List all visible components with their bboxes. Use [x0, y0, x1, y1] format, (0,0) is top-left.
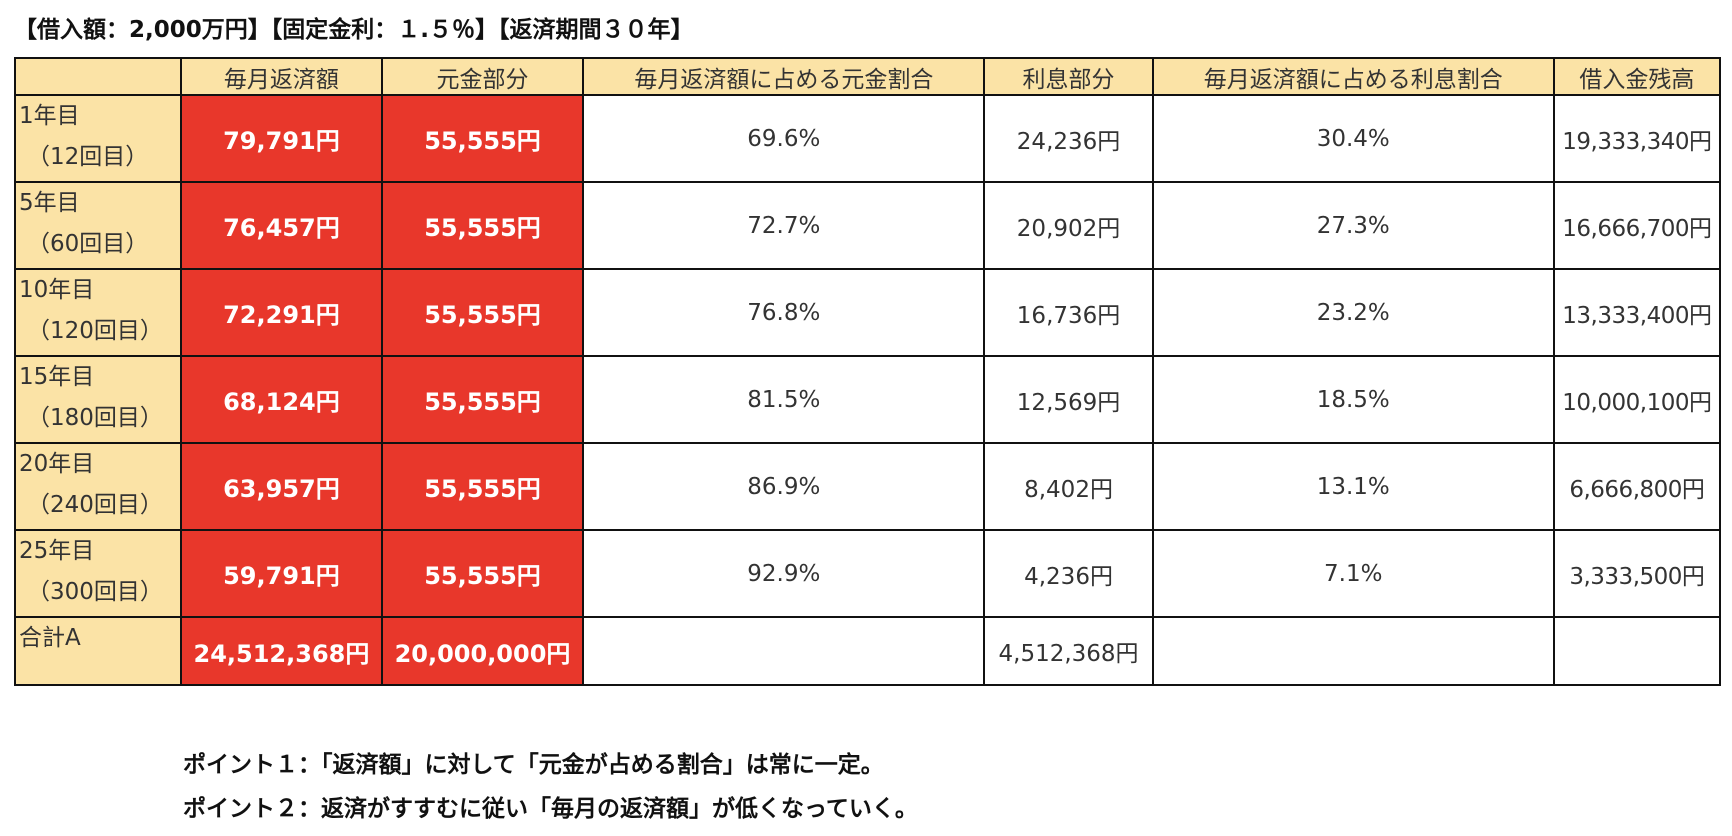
payment-count: （12回目） [27, 144, 149, 170]
period-cell: 15年目 （180回目） [13, 355, 183, 444]
principal-ratio-cell: 76.8% [582, 268, 986, 357]
principal-cell: 55,555円 [380, 529, 585, 618]
monthly-payment-cell: 79,791円 [180, 94, 383, 183]
header-monthly-payment: 毎月返済額 [180, 57, 383, 96]
header-interest: 利息部分 [983, 57, 1154, 96]
monthly-payment-cell: 76,457円 [180, 181, 383, 270]
total-balance-cell [1552, 616, 1722, 686]
payment-count: （300回目） [27, 579, 163, 605]
monthly-payment-cell: 72,291円 [180, 268, 383, 357]
principal-ratio-cell: 81.5% [582, 355, 986, 444]
period-cell: 1年目 （12回目） [13, 94, 183, 183]
page-title: 【借入額：2,000万円】【固定金利：１.５％】【返済期間３０年】 [14, 17, 694, 43]
header-principal-ratio: 毎月返済額に占める元金割合 [582, 57, 986, 96]
header-principal: 元金部分 [380, 57, 585, 96]
principal-ratio-cell: 86.9% [582, 442, 986, 531]
interest-ratio-cell: 23.2% [1151, 268, 1555, 357]
total-interest-ratio-cell [1151, 616, 1555, 686]
principal-cell: 55,555円 [380, 268, 585, 357]
principal-cell: 55,555円 [380, 355, 585, 444]
point-1: ポイント１：「返済額」に対して「元金が占める割合」は常に一定。 [183, 752, 884, 778]
table-row: 5年目 （60回目） 76,457円 55,555円 72.7% 20,902円 … [13, 181, 1722, 270]
interest-cell: 20,902円 [983, 181, 1154, 270]
total-label-cell: 合計A [13, 616, 183, 686]
period-label: 5年目 [19, 190, 80, 216]
principal-cell: 55,555円 [380, 181, 585, 270]
principal-ratio-cell: 92.9% [582, 529, 986, 618]
interest-ratio-cell: 7.1% [1151, 529, 1555, 618]
balance-cell: 16,666,700円 [1552, 181, 1722, 270]
header-interest-ratio: 毎月返済額に占める利息割合 [1151, 57, 1555, 96]
header-balance: 借入金残高 [1552, 57, 1722, 96]
balance-cell: 6,666,800円 [1552, 442, 1722, 531]
balance-cell: 10,000,100円 [1552, 355, 1722, 444]
table-row: 25年目 （300回目） 59,791円 55,555円 92.9% 4,236円… [13, 529, 1722, 618]
total-monthly-payment-cell: 24,512,368円 [180, 616, 383, 686]
interest-cell: 12,569円 [983, 355, 1154, 444]
table-row: 1年目 （12回目） 79,791円 55,555円 69.6% 24,236円 … [13, 94, 1722, 183]
table-row: 10年目 （120回目） 72,291円 55,555円 76.8% 16,736… [13, 268, 1722, 357]
balance-cell: 13,333,400円 [1552, 268, 1722, 357]
interest-ratio-cell: 27.3% [1151, 181, 1555, 270]
table-row: 20年目 （240回目） 63,957円 55,555円 86.9% 8,402円… [13, 442, 1722, 531]
principal-cell: 55,555円 [380, 94, 585, 183]
principal-ratio-cell: 69.6% [582, 94, 986, 183]
payment-count: （60回目） [27, 231, 149, 257]
points-section: ポイント１：「返済額」に対して「元金が占める割合」は常に一定。 ポイント２：返済… [183, 743, 918, 831]
interest-cell: 24,236円 [983, 94, 1154, 183]
total-interest-cell: 4,512,368円 [983, 616, 1154, 686]
interest-cell: 4,236円 [983, 529, 1154, 618]
point-2: ポイント２：返済がすすむに従い「毎月の返済額」が低くなっていく。 [183, 796, 918, 822]
payment-count: （180回目） [27, 405, 163, 431]
interest-ratio-cell: 18.5% [1151, 355, 1555, 444]
period-label: 10年目 [19, 277, 95, 303]
interest-ratio-cell: 30.4% [1151, 94, 1555, 183]
interest-ratio-cell: 13.1% [1151, 442, 1555, 531]
period-cell: 5年目 （60回目） [13, 181, 183, 270]
total-row: 合計A 24,512,368円 20,000,000円 4,512,368円 [13, 616, 1722, 686]
balance-cell: 3,333,500円 [1552, 529, 1722, 618]
monthly-payment-cell: 68,124円 [180, 355, 383, 444]
monthly-payment-cell: 59,791円 [180, 529, 383, 618]
total-principal-cell: 20,000,000円 [380, 616, 585, 686]
interest-cell: 8,402円 [983, 442, 1154, 531]
interest-cell: 16,736円 [983, 268, 1154, 357]
balance-cell: 19,333,340円 [1552, 94, 1722, 183]
repayment-table: 毎月返済額 元金部分 毎月返済額に占める元金割合 利息部分 毎月返済額に占める利… [13, 57, 1722, 686]
header-period [13, 57, 183, 96]
monthly-payment-cell: 63,957円 [180, 442, 383, 531]
principal-cell: 55,555円 [380, 442, 585, 531]
period-cell: 25年目 （300回目） [13, 529, 183, 618]
payment-count: （120回目） [27, 318, 163, 344]
principal-ratio-cell: 72.7% [582, 181, 986, 270]
period-cell: 20年目 （240回目） [13, 442, 183, 531]
period-label: 1年目 [19, 103, 80, 129]
table-row: 15年目 （180回目） 68,124円 55,555円 81.5% 12,569… [13, 355, 1722, 444]
period-label: 25年目 [19, 538, 95, 564]
table-header-row: 毎月返済額 元金部分 毎月返済額に占める元金割合 利息部分 毎月返済額に占める利… [13, 57, 1722, 96]
period-label: 15年目 [19, 364, 95, 390]
total-principal-ratio-cell [582, 616, 986, 686]
period-label: 20年目 [19, 451, 95, 477]
payment-count: （240回目） [27, 492, 163, 518]
period-cell: 10年目 （120回目） [13, 268, 183, 357]
